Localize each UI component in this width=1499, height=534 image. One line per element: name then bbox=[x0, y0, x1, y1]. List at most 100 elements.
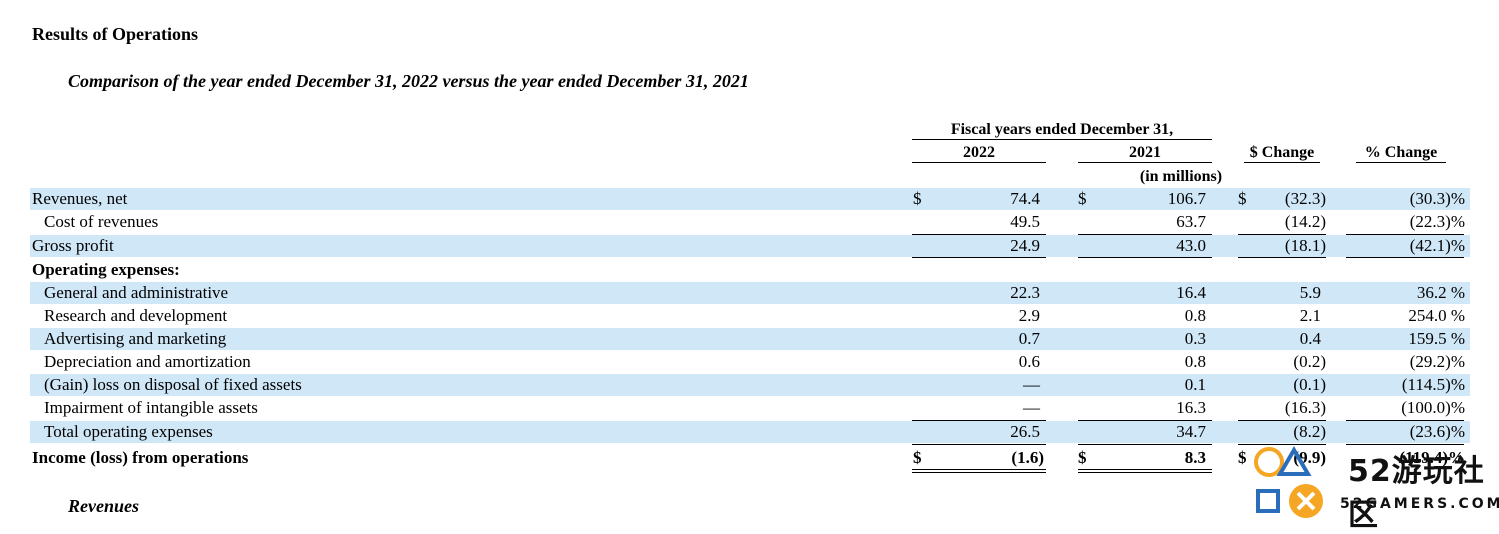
row-label: Cost of revenues bbox=[44, 212, 159, 231]
watermark-logo-icon bbox=[1254, 446, 1323, 518]
value-2022: 22.3 bbox=[1010, 283, 1040, 302]
subtotal-rule bbox=[1078, 234, 1212, 235]
row-label: Revenues, net bbox=[32, 189, 128, 208]
row-label: Impairment of intangible assets bbox=[44, 398, 258, 417]
value-2021: 106.7 bbox=[1167, 189, 1206, 208]
value-change: (16.3) bbox=[1284, 398, 1326, 417]
subtotal-rule bbox=[1346, 444, 1464, 445]
table-row: Depreciation and amortization 0.6 0.8 (0… bbox=[30, 351, 1470, 373]
table-row: Gross profit 24.9 43.0 (18.1) (42.1)% bbox=[30, 235, 1470, 257]
subtotal-rule bbox=[1346, 234, 1464, 235]
value-2022: 49.5 bbox=[1010, 212, 1040, 231]
value-pct: (23.6)% bbox=[1409, 422, 1465, 441]
value-2022: — bbox=[1023, 398, 1040, 417]
value-change: (14.2) bbox=[1284, 212, 1326, 231]
revenues-heading: Revenues bbox=[68, 496, 139, 516]
table-row: Total operating expenses 26.5 34.7 (8.2)… bbox=[30, 421, 1470, 443]
subtotal-rule bbox=[1238, 234, 1326, 235]
value-2021: 63.7 bbox=[1176, 212, 1206, 231]
dollar-sign: $ bbox=[913, 448, 922, 467]
table-row: Revenues, net $ 74.4 $ 106.7 $ (32.3) (3… bbox=[30, 188, 1470, 210]
value-2021: 0.1 bbox=[1184, 375, 1206, 394]
double-rule bbox=[912, 472, 1046, 473]
section-label-operating-expenses: Operating expenses: bbox=[32, 260, 180, 279]
value-pct: (30.3)% bbox=[1409, 189, 1465, 208]
value-2021: 16.4 bbox=[1176, 283, 1206, 302]
table-row: Advertising and marketing 0.7 0.3 0.4 15… bbox=[30, 328, 1470, 350]
subtotal-rule bbox=[912, 420, 1046, 421]
value-2021: 0.8 bbox=[1184, 352, 1206, 371]
table-row: Cost of revenues 49.5 63.7 (14.2) (22.3)… bbox=[30, 211, 1470, 233]
row-label: Research and development bbox=[44, 306, 228, 325]
double-rule bbox=[1078, 469, 1212, 470]
table-row: Research and development 2.9 0.8 2.1 254… bbox=[30, 305, 1470, 327]
watermark-brand: 52游玩社区 bbox=[1348, 454, 1485, 533]
total-rule bbox=[1238, 257, 1326, 258]
value-pct: (119.4)% bbox=[1399, 448, 1465, 467]
value-2022: 24.9 bbox=[1010, 236, 1040, 255]
value-2022: 0.7 bbox=[1018, 329, 1040, 348]
fiscal-years-header: Fiscal years ended December 31, bbox=[912, 121, 1212, 140]
section-title: Results of Operations bbox=[32, 24, 198, 44]
subtotal-rule bbox=[1346, 420, 1464, 421]
row-label: Gross profit bbox=[32, 236, 114, 255]
total-rule bbox=[1346, 257, 1464, 258]
subtotal-rule bbox=[912, 234, 1046, 235]
dollar-sign: $ bbox=[913, 189, 922, 208]
value-pct: 159.5 % bbox=[1408, 329, 1465, 348]
row-label: General and administrative bbox=[44, 283, 229, 302]
row-label: (Gain) loss on disposal of fixed assets bbox=[44, 375, 302, 394]
value-change: (0.2) bbox=[1293, 352, 1326, 371]
col-header-2022: 2022 bbox=[912, 144, 1046, 163]
dollar-sign: $ bbox=[1238, 189, 1247, 208]
row-label: Income (loss) from operations bbox=[32, 448, 249, 467]
value-2021: 34.7 bbox=[1176, 422, 1206, 441]
subtotal-rule bbox=[1078, 420, 1212, 421]
value-2022: (1.6) bbox=[1011, 448, 1044, 467]
value-pct: (100.0)% bbox=[1401, 398, 1465, 417]
value-change: (18.1) bbox=[1284, 236, 1326, 255]
subtotal-rule bbox=[1238, 420, 1326, 421]
table-row: Operating expenses: bbox=[30, 259, 1470, 281]
total-rule bbox=[1078, 257, 1212, 258]
value-pct: (22.3)% bbox=[1409, 212, 1465, 231]
dollar-sign: $ bbox=[1078, 189, 1087, 208]
value-2021: 8.3 bbox=[1184, 448, 1206, 467]
value-2022: 0.6 bbox=[1018, 352, 1040, 371]
value-pct: (42.1)% bbox=[1409, 236, 1465, 255]
dollar-sign: $ bbox=[1238, 448, 1247, 467]
value-pct: (29.2)% bbox=[1409, 352, 1465, 371]
value-change: (8.2) bbox=[1293, 422, 1326, 441]
value-pct: 254.0 % bbox=[1408, 306, 1465, 325]
value-pct: 36.2 % bbox=[1416, 283, 1465, 302]
units-note: (in millions) bbox=[1139, 168, 1223, 185]
col-header-change: $ Change bbox=[1244, 144, 1320, 163]
double-rule bbox=[1078, 472, 1212, 473]
row-label: Total operating expenses bbox=[44, 422, 213, 441]
value-2022: — bbox=[1023, 375, 1040, 394]
value-pct: (114.5)% bbox=[1401, 375, 1465, 394]
row-label: Advertising and marketing bbox=[44, 329, 227, 348]
value-2022: 26.5 bbox=[1010, 422, 1040, 441]
table-row: Impairment of intangible assets — 16.3 (… bbox=[30, 397, 1470, 419]
value-2021: 43.0 bbox=[1176, 236, 1206, 255]
col-header-pct: % Change bbox=[1356, 144, 1446, 163]
table-row: (Gain) loss on disposal of fixed assets … bbox=[30, 374, 1470, 396]
table-row: Income (loss) from operations $ (1.6) $ … bbox=[30, 447, 1470, 469]
value-change: 5.9 bbox=[1299, 283, 1321, 302]
value-change: (0.1) bbox=[1293, 375, 1326, 394]
table-row: General and administrative 22.3 16.4 5.9… bbox=[30, 282, 1470, 304]
subtotal-rule bbox=[912, 444, 1046, 445]
dollar-sign: $ bbox=[1078, 448, 1087, 467]
value-change: (32.3) bbox=[1284, 189, 1326, 208]
value-change: 2.1 bbox=[1299, 306, 1321, 325]
total-rule bbox=[912, 257, 1046, 258]
row-label: Depreciation and amortization bbox=[44, 352, 251, 371]
double-rule bbox=[912, 469, 1046, 470]
subtotal-rule bbox=[1078, 444, 1212, 445]
value-2022: 2.9 bbox=[1018, 306, 1040, 325]
value-2021: 0.8 bbox=[1184, 306, 1206, 325]
watermark-domain: 52GAMERS.COM bbox=[1340, 496, 1499, 512]
value-2022: 74.4 bbox=[1010, 189, 1040, 208]
comparison-subtitle: Comparison of the year ended December 31… bbox=[68, 71, 749, 91]
